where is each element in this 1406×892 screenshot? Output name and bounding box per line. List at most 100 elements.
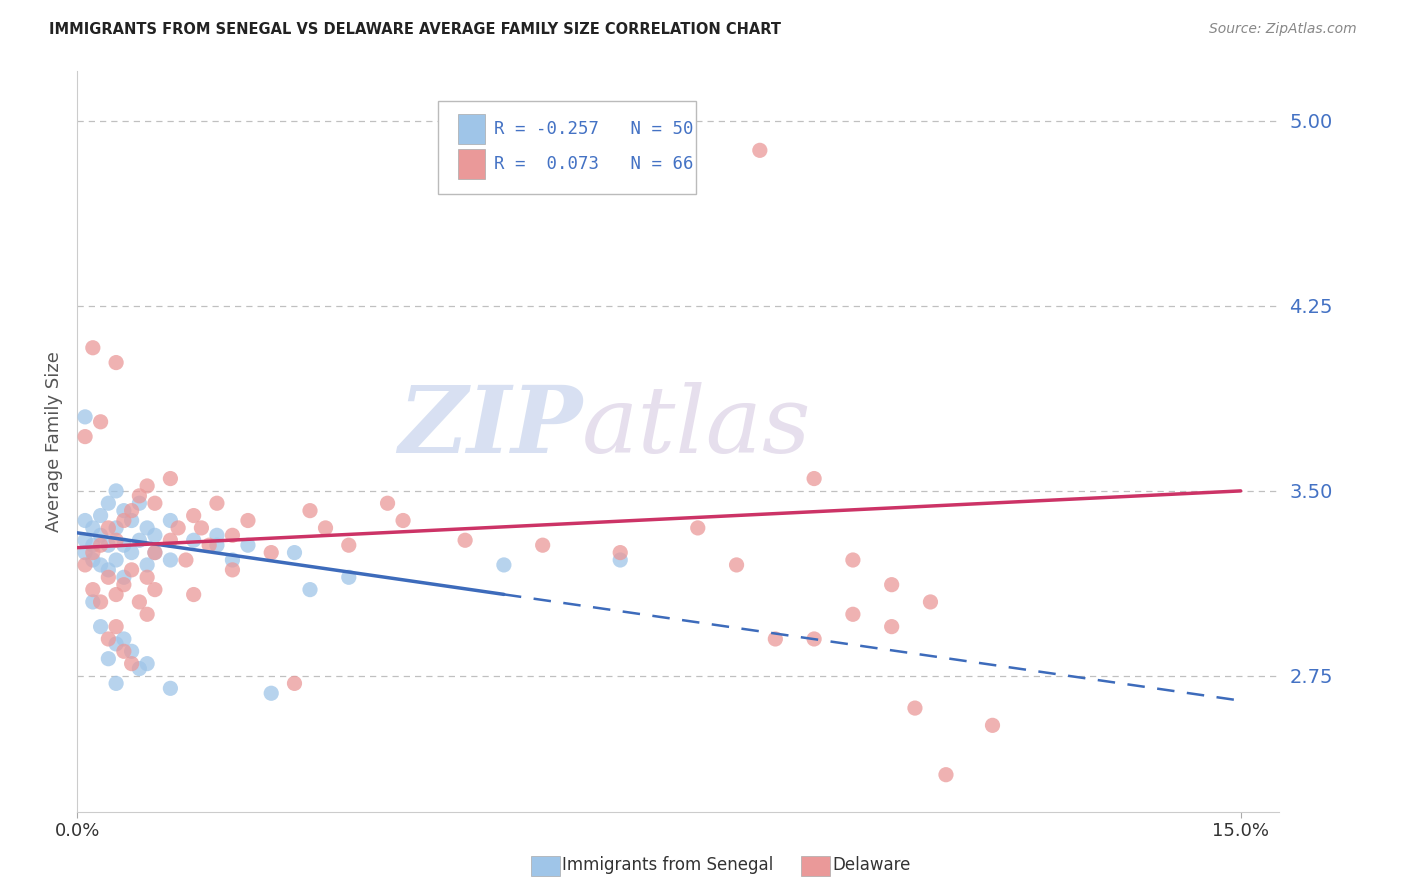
Point	[112, 570, 135, 584]
Text: atlas: atlas	[582, 382, 811, 472]
Point	[298, 503, 321, 517]
Point	[105, 355, 128, 369]
Point	[105, 637, 128, 651]
Point	[205, 538, 228, 552]
Point	[105, 521, 128, 535]
Point	[75, 409, 97, 424]
Point	[136, 607, 159, 622]
Point	[121, 644, 143, 658]
Point	[75, 514, 97, 528]
Point	[121, 514, 143, 528]
Text: Immigrants from Senegal: Immigrants from Senegal	[562, 856, 773, 874]
Point	[159, 681, 181, 696]
Point	[183, 508, 205, 523]
Point	[128, 662, 150, 676]
Point	[842, 553, 865, 567]
Point	[136, 657, 159, 671]
Point	[167, 521, 190, 535]
Point	[283, 546, 305, 560]
Point	[236, 514, 259, 528]
Point	[159, 533, 181, 548]
Point	[935, 768, 957, 782]
Point	[90, 620, 112, 634]
Point	[128, 595, 150, 609]
Point	[128, 489, 150, 503]
Point	[97, 496, 120, 510]
Text: R = -0.257   N = 50: R = -0.257 N = 50	[495, 120, 695, 138]
Point	[136, 521, 159, 535]
Point	[97, 651, 120, 665]
Point	[686, 521, 709, 535]
Point	[112, 577, 135, 591]
Point	[143, 546, 166, 560]
Point	[97, 570, 120, 584]
Point	[803, 472, 825, 486]
Text: ZIP: ZIP	[398, 382, 582, 472]
Point	[105, 483, 128, 498]
Point	[75, 429, 97, 443]
Point	[159, 514, 181, 528]
Point	[82, 521, 104, 535]
Point	[315, 521, 337, 535]
Point	[392, 514, 415, 528]
Point	[880, 577, 903, 591]
Point	[763, 632, 786, 646]
Point	[981, 718, 1004, 732]
Point	[748, 144, 770, 158]
Point	[531, 538, 554, 552]
Point	[439, 133, 461, 147]
Point	[105, 533, 128, 548]
Point	[183, 588, 205, 602]
Point	[454, 533, 477, 548]
Point	[112, 514, 135, 528]
Point	[174, 553, 197, 567]
Point	[105, 620, 128, 634]
Point	[803, 632, 825, 646]
Point	[90, 508, 112, 523]
Point	[90, 528, 112, 542]
Point	[283, 676, 305, 690]
Point	[725, 558, 748, 572]
Point	[97, 632, 120, 646]
Point	[90, 415, 112, 429]
Point	[121, 546, 143, 560]
Point	[90, 538, 112, 552]
Point	[112, 632, 135, 646]
Point	[143, 582, 166, 597]
Text: Delaware: Delaware	[832, 856, 911, 874]
Point	[143, 528, 166, 542]
Point	[159, 553, 181, 567]
Point	[298, 582, 321, 597]
Point	[97, 563, 120, 577]
Point	[82, 553, 104, 567]
Point	[190, 521, 212, 535]
Point	[904, 701, 927, 715]
FancyBboxPatch shape	[439, 101, 696, 194]
Point	[205, 496, 228, 510]
Point	[842, 607, 865, 622]
Point	[128, 533, 150, 548]
Point	[90, 558, 112, 572]
Point	[97, 538, 120, 552]
Point	[105, 553, 128, 567]
Point	[198, 538, 221, 552]
Point	[97, 521, 120, 535]
Point	[205, 528, 228, 542]
Point	[121, 503, 143, 517]
Point	[609, 546, 631, 560]
Point	[75, 558, 97, 572]
Point	[105, 676, 128, 690]
Point	[82, 538, 104, 552]
Point	[492, 558, 515, 572]
Text: Source: ZipAtlas.com: Source: ZipAtlas.com	[1209, 22, 1357, 37]
Point	[112, 503, 135, 517]
Point	[112, 538, 135, 552]
Bar	[458, 149, 485, 178]
Point	[159, 472, 181, 486]
Point	[121, 657, 143, 671]
Point	[82, 546, 104, 560]
Point	[143, 496, 166, 510]
Point	[75, 533, 97, 548]
Point	[337, 538, 360, 552]
Point	[82, 582, 104, 597]
